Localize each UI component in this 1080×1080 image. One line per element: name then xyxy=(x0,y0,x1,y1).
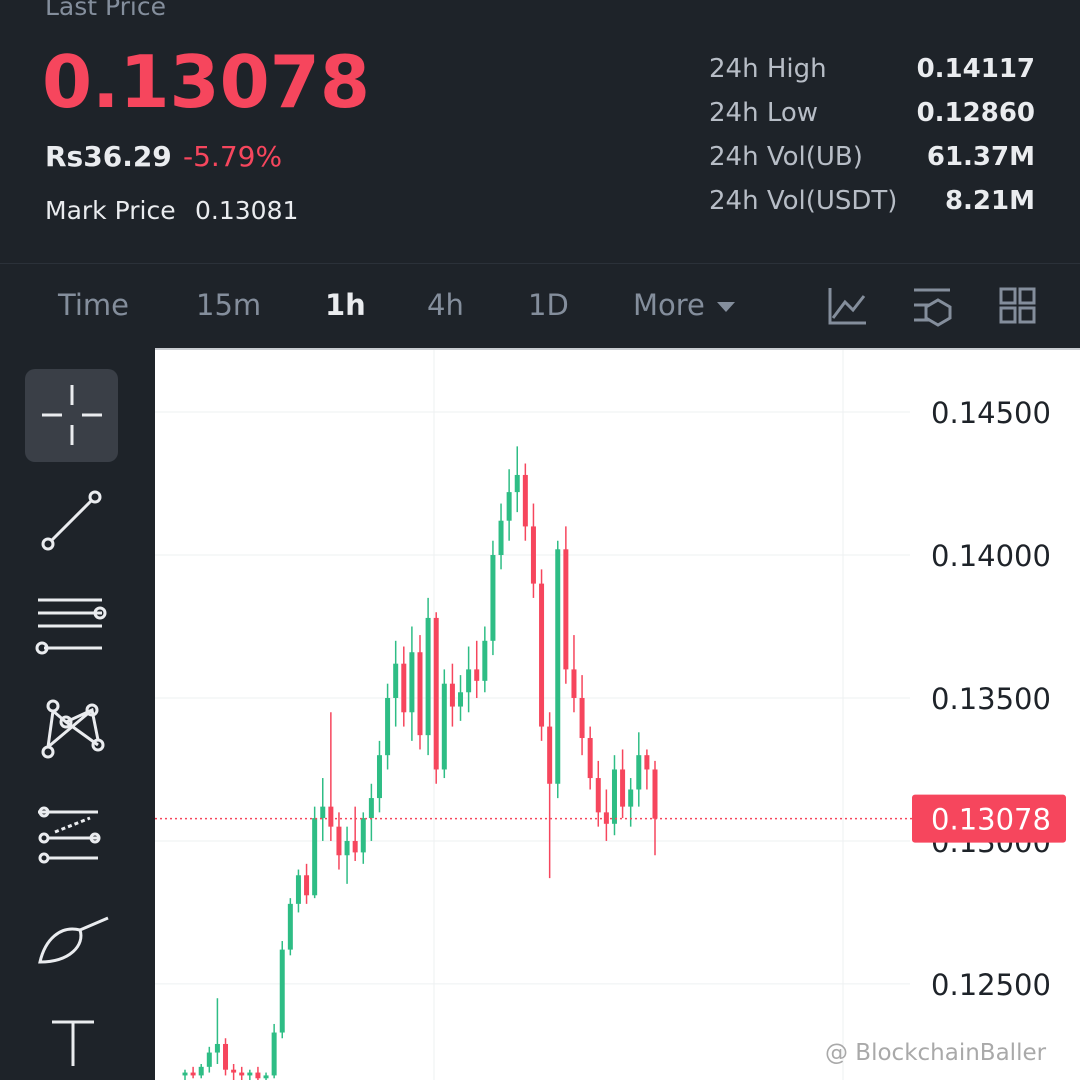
candle-body xyxy=(401,663,407,713)
candle-body xyxy=(336,826,342,856)
candle-body xyxy=(433,617,439,770)
timeframe-tab[interactable]: 1h xyxy=(325,288,366,322)
candle-body xyxy=(409,652,415,713)
candle-body xyxy=(198,1066,204,1076)
candle-body xyxy=(368,798,374,819)
chart-area xyxy=(155,348,1080,1080)
mark-price-label: Mark Price xyxy=(45,196,176,225)
candle-body xyxy=(611,769,617,824)
candle-body xyxy=(522,474,528,527)
candle-body xyxy=(231,1069,237,1073)
candle-body xyxy=(287,903,293,950)
candle-body xyxy=(652,769,658,819)
candle-body xyxy=(206,1052,212,1067)
candle-body xyxy=(449,683,455,707)
candle-body xyxy=(417,652,423,736)
price-change: -5.79% xyxy=(183,140,283,173)
candle-body xyxy=(263,1075,269,1079)
candle-body xyxy=(393,663,399,698)
candle-body xyxy=(571,669,577,698)
candle-body xyxy=(539,583,545,727)
candle-body xyxy=(636,755,642,790)
current-price-label: 0.13078 xyxy=(931,803,1051,837)
candle-body xyxy=(490,555,496,641)
stat-value: 0.14117 xyxy=(916,54,1035,84)
candle-body xyxy=(214,1043,220,1053)
candle-body xyxy=(352,840,358,853)
candle-body xyxy=(360,818,366,853)
mark-price: 0.13081 xyxy=(195,196,299,225)
candle-body xyxy=(271,1032,277,1076)
candle-body xyxy=(644,755,650,770)
candle-body xyxy=(547,726,553,784)
candle-body xyxy=(255,1072,261,1079)
current-price-tag xyxy=(912,794,1066,843)
candle-body xyxy=(182,1072,188,1076)
candle-body xyxy=(482,640,488,681)
candle-body xyxy=(279,949,285,1033)
drawing-toolbar[interactable] xyxy=(25,369,118,1066)
timeframe-tab[interactable]: 1D xyxy=(528,288,569,322)
candle-body xyxy=(514,474,520,493)
timeframe-tab[interactable]: 4h xyxy=(427,288,464,322)
candle-body xyxy=(579,697,585,739)
fiat-price: Rs36.29 xyxy=(45,140,172,173)
stat-label: 24h Vol(UB) xyxy=(709,142,863,172)
y-tick-label: 0.13500 xyxy=(931,682,1051,716)
stat-label: 24h Vol(USDT) xyxy=(709,186,898,216)
chart-tools-icons[interactable] xyxy=(828,287,1036,327)
candle-body xyxy=(385,697,391,756)
y-tick-label: 0.14500 xyxy=(931,396,1051,430)
candle-body xyxy=(304,875,310,896)
candle-body xyxy=(595,778,601,813)
candle-body xyxy=(474,669,480,681)
candle-body xyxy=(247,1072,253,1076)
timeframe-tab[interactable]: More xyxy=(633,288,735,322)
divider xyxy=(0,263,1080,264)
candle-body xyxy=(466,669,472,693)
candle-body xyxy=(223,1043,229,1070)
candle-body xyxy=(620,769,626,807)
stat-value: 8.21M xyxy=(944,186,1035,216)
candle-body xyxy=(320,806,326,819)
timeframe-tab[interactable]: Time xyxy=(58,288,129,322)
candle-body xyxy=(425,617,431,736)
candle-body xyxy=(328,806,334,827)
candle-body xyxy=(344,840,350,856)
last-price-label[interactable]: Last Price xyxy=(45,0,167,21)
candle-body xyxy=(555,549,561,784)
candle-body xyxy=(530,526,536,584)
timeframe-tab[interactable]: 15m xyxy=(196,288,262,322)
stat-value: 61.37M xyxy=(926,142,1035,172)
candle-body xyxy=(587,738,593,779)
candle-body xyxy=(563,549,569,670)
candle-body xyxy=(190,1072,196,1076)
candle-body xyxy=(376,755,382,799)
candle-body xyxy=(312,818,318,896)
candle-body xyxy=(498,520,504,556)
stat-label: 24h Low xyxy=(709,98,819,128)
candle-body xyxy=(295,875,301,904)
candle-body xyxy=(458,692,464,707)
dropdown-arrow xyxy=(716,302,735,312)
chart-border xyxy=(155,348,1080,350)
stat-value: 0.12860 xyxy=(916,98,1035,128)
watermark: @ BlockchainBaller xyxy=(825,1040,1047,1066)
candle-body xyxy=(441,683,447,770)
candle-body xyxy=(628,789,634,807)
stat-label: 24h High xyxy=(709,54,827,84)
candle-body xyxy=(506,492,512,521)
y-tick-label: 0.12500 xyxy=(931,968,1051,1002)
last-price: 0.13078 xyxy=(42,40,370,124)
candle-body xyxy=(239,1072,245,1076)
y-tick-label: 0.14000 xyxy=(931,539,1051,573)
